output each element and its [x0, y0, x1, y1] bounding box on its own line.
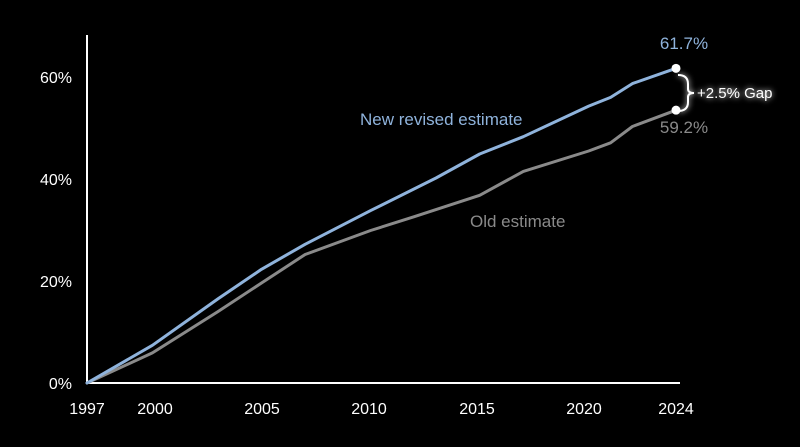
new-estimate-end-point [671, 63, 681, 73]
old-estimate-label: Old estimate [470, 212, 565, 231]
x-tick-label: 1997 [69, 401, 105, 418]
old-estimate-line [85, 108, 678, 385]
x-tick-label: 2005 [244, 401, 280, 418]
x-tick-label: 2015 [459, 401, 495, 418]
y-tick-label: 60% [40, 70, 72, 87]
gap-annotation: +2.5% Gap [677, 74, 772, 112]
x-tick-label: 2000 [137, 401, 173, 418]
gap-label: +2.5% Gap [697, 85, 772, 102]
x-tick-label: 2020 [566, 401, 602, 418]
old-estimate-end-point [671, 105, 681, 115]
x-tick-labels: 1997 2000 2005 2010 2015 2020 2024 [69, 401, 694, 418]
new-estimate-line [85, 66, 678, 385]
gap-brace-icon [677, 74, 695, 112]
x-tick-label: 2010 [351, 401, 387, 418]
y-tick-labels: 0% 20% 40% 60% [40, 70, 72, 393]
y-tick-label: 40% [40, 172, 72, 189]
x-tick-label: 2024 [658, 401, 694, 418]
y-tick-label: 20% [40, 274, 72, 291]
new-estimate-label: New revised estimate [360, 110, 523, 129]
y-tick-label: 0% [49, 376, 72, 393]
old-estimate-end-value: 59.2% [660, 118, 708, 137]
new-estimate-end-value: 61.7% [660, 34, 708, 53]
